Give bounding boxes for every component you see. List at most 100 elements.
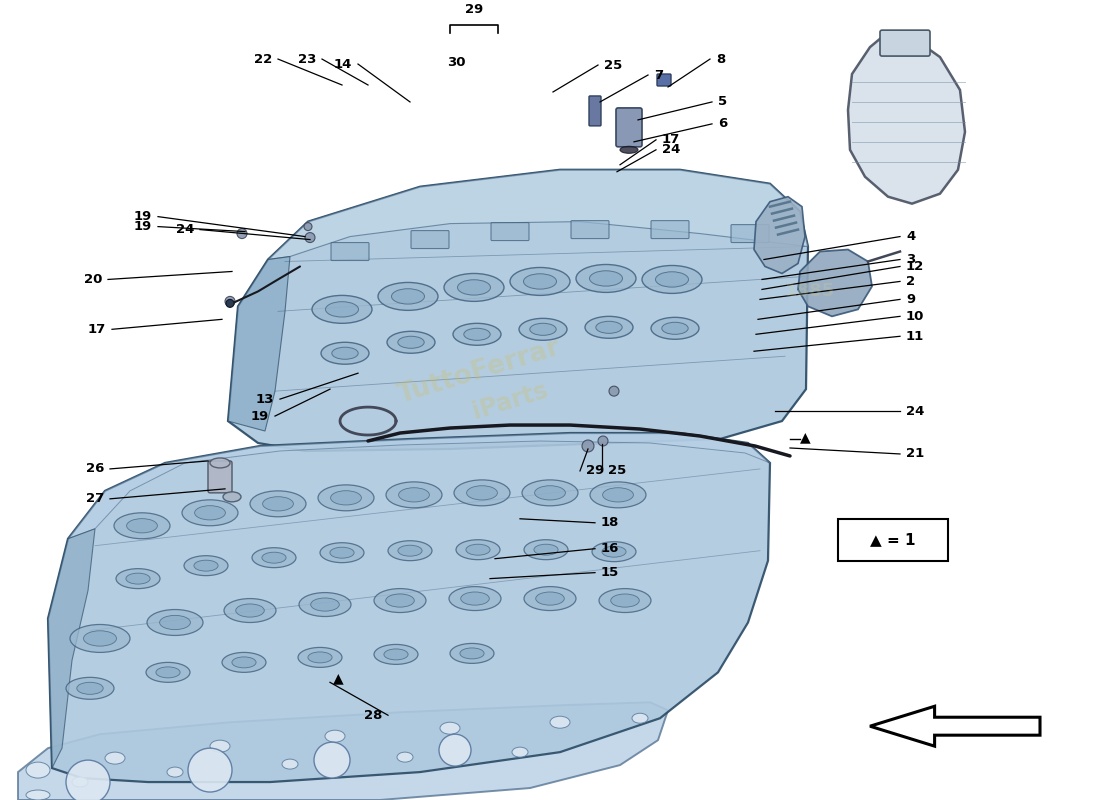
Ellipse shape [147,610,204,635]
Text: 4: 4 [906,230,915,243]
Circle shape [66,760,110,800]
Text: 24: 24 [176,223,194,236]
Ellipse shape [223,492,241,502]
Text: 19: 19 [134,210,152,223]
Ellipse shape [602,546,626,557]
Polygon shape [798,250,872,316]
Ellipse shape [84,630,117,646]
Ellipse shape [886,35,925,53]
Circle shape [305,233,315,242]
Ellipse shape [26,790,50,800]
Ellipse shape [642,266,702,294]
Ellipse shape [620,146,638,154]
Ellipse shape [461,592,490,605]
Circle shape [236,229,248,238]
FancyBboxPatch shape [588,96,601,126]
Text: 28: 28 [364,709,382,722]
Ellipse shape [398,336,425,348]
Ellipse shape [576,265,636,293]
FancyBboxPatch shape [571,221,609,238]
Ellipse shape [182,500,238,526]
Circle shape [439,734,471,766]
Ellipse shape [321,342,368,364]
Text: 29: 29 [465,3,483,16]
Ellipse shape [156,667,180,678]
Text: 20: 20 [84,273,102,286]
Polygon shape [48,433,770,782]
Text: 7: 7 [654,69,663,82]
Ellipse shape [250,491,306,517]
Circle shape [314,742,350,778]
Ellipse shape [210,458,230,468]
Ellipse shape [331,490,362,505]
Text: 19: 19 [134,220,152,233]
Ellipse shape [590,482,646,508]
Circle shape [226,299,234,307]
Ellipse shape [210,740,230,752]
Text: 12: 12 [906,260,924,273]
Ellipse shape [466,486,497,500]
Ellipse shape [458,280,491,295]
Ellipse shape [466,544,491,555]
Ellipse shape [116,569,160,589]
Text: 19: 19 [251,410,270,422]
Polygon shape [848,32,965,204]
Text: 26: 26 [86,462,104,475]
FancyBboxPatch shape [651,221,689,238]
Polygon shape [268,170,808,259]
Ellipse shape [312,295,372,323]
Ellipse shape [324,730,345,742]
Ellipse shape [651,318,698,339]
Text: 3: 3 [906,253,915,266]
Text: 29: 29 [586,465,604,478]
FancyBboxPatch shape [491,222,529,241]
Text: 13: 13 [255,393,274,406]
Ellipse shape [167,767,183,777]
Text: 23: 23 [298,53,316,66]
Ellipse shape [453,323,500,346]
Ellipse shape [585,316,632,338]
Text: 15: 15 [601,566,619,579]
Ellipse shape [610,594,639,607]
Text: 17: 17 [88,323,106,336]
Ellipse shape [326,302,359,317]
FancyBboxPatch shape [880,30,929,56]
FancyBboxPatch shape [411,230,449,249]
Ellipse shape [550,716,570,728]
Ellipse shape [232,657,256,668]
Ellipse shape [104,752,125,764]
Ellipse shape [600,589,651,613]
Ellipse shape [464,328,491,340]
Ellipse shape [450,643,494,663]
Text: 1885: 1885 [785,282,835,301]
Ellipse shape [114,513,170,538]
Ellipse shape [603,488,634,502]
Ellipse shape [386,482,442,508]
Ellipse shape [308,652,332,663]
Ellipse shape [235,604,264,617]
Ellipse shape [530,323,557,335]
Ellipse shape [398,546,422,556]
Ellipse shape [512,747,528,757]
Ellipse shape [398,488,429,502]
Ellipse shape [126,518,157,533]
Circle shape [598,436,608,446]
Ellipse shape [66,678,114,699]
Ellipse shape [184,556,228,576]
Ellipse shape [298,647,342,667]
Ellipse shape [387,331,434,354]
Ellipse shape [282,759,298,769]
Ellipse shape [332,347,359,359]
Ellipse shape [224,598,276,622]
Text: 6: 6 [718,118,727,130]
Polygon shape [48,529,95,768]
Polygon shape [228,170,808,451]
Ellipse shape [524,540,568,560]
Ellipse shape [662,322,689,334]
Ellipse shape [194,560,218,571]
Text: 24: 24 [906,405,924,418]
Text: 17: 17 [662,134,680,146]
Ellipse shape [378,282,438,310]
Ellipse shape [222,653,266,672]
Polygon shape [870,706,1040,746]
